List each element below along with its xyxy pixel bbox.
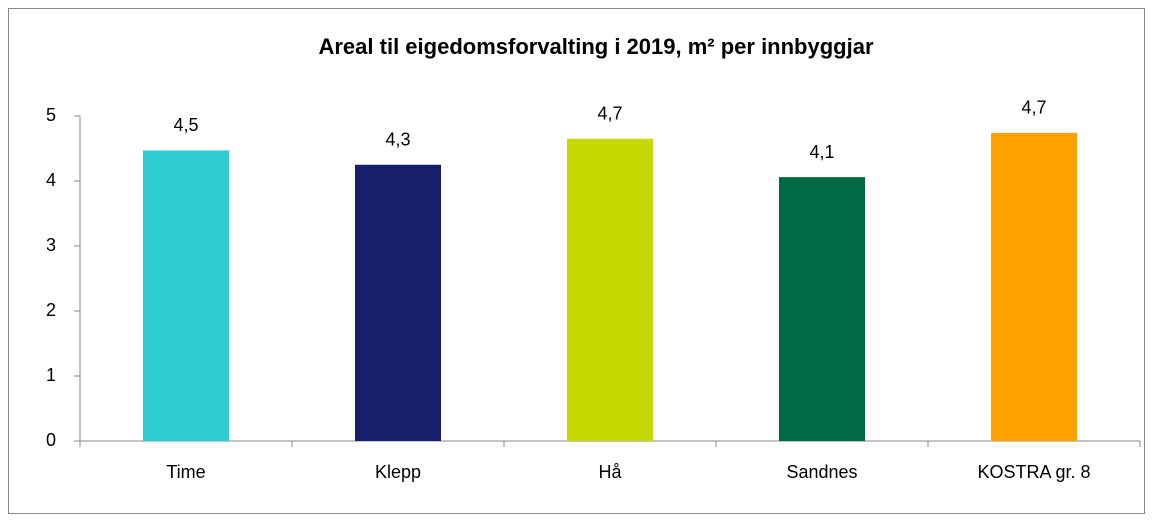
bar [143,150,229,441]
x-tick-label: Time [166,462,205,482]
bar [567,138,653,441]
x-tick-label: Klepp [375,462,421,482]
data-label: 4,5 [173,115,198,135]
x-tick-label: Sandnes [786,462,857,482]
chart-title: Areal til eigedomsforvalting i 2019, m² … [318,34,873,59]
x-tick-label: Hå [598,462,622,482]
x-tick-label: KOSTRA gr. 8 [977,462,1090,482]
bar [991,132,1077,441]
y-tick-label: 1 [46,365,56,385]
y-tick-label: 3 [46,235,56,255]
y-tick-label: 2 [46,300,56,320]
data-label: 4,1 [809,142,834,162]
y-tick-label: 4 [46,170,56,190]
data-label: 4,7 [1021,98,1046,118]
y-tick-label: 5 [46,105,56,125]
bar [355,164,441,441]
data-label: 4,7 [597,104,622,124]
data-label: 4,3 [385,130,410,150]
bar [779,177,865,441]
y-tick-label: 0 [46,430,56,450]
